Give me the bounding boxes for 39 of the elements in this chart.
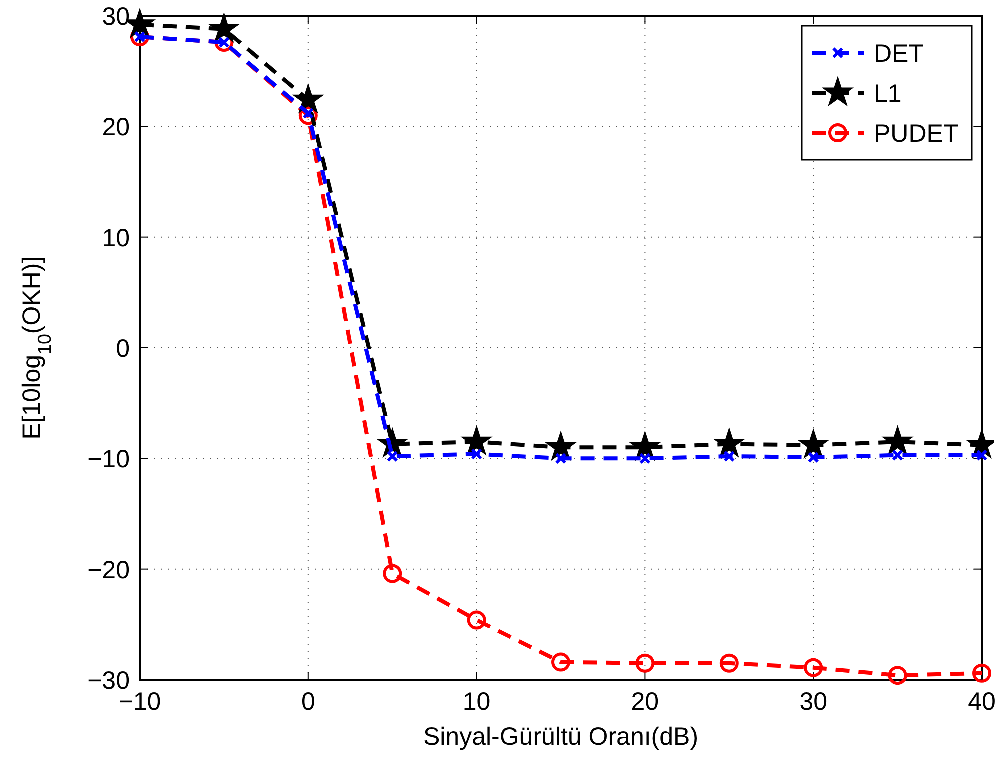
point [808,452,820,464]
point [972,664,992,683]
y-tick-label: 20 [102,114,130,142]
legend-label: L1 [874,80,902,108]
x-tick-label: 30 [800,688,828,716]
x-axis-title: Sinyal-Gürültü Oranı(dB) [423,723,699,751]
x-tick-label: 10 [462,688,491,716]
point [882,425,914,456]
point [639,452,651,464]
y-tick-label: 0 [116,335,130,363]
point [292,83,324,114]
point [386,450,398,462]
point [208,12,240,43]
point [555,452,567,464]
point [552,652,570,672]
legend-label: DET [874,40,924,68]
x-tick-label: 20 [631,688,660,716]
point [888,666,908,686]
x-tick-label: 40 [968,688,996,716]
point [892,450,904,462]
point [460,425,493,456]
y-tick-label: −10 [88,446,130,474]
point [798,428,830,460]
legend-label: PUDET [874,120,959,148]
y-tick-label: −20 [88,556,130,584]
y-tick-label: 30 [102,3,130,31]
point [713,427,746,458]
point [724,450,736,462]
point [544,430,578,462]
point [636,654,655,673]
y-tick-label: 10 [102,224,130,252]
point [720,654,739,673]
point [804,658,824,678]
x-tick-label: 0 [301,688,316,716]
point [471,448,483,460]
y-tick-label: −30 [88,667,130,695]
point [976,450,988,462]
point [467,610,486,630]
point [383,564,402,584]
